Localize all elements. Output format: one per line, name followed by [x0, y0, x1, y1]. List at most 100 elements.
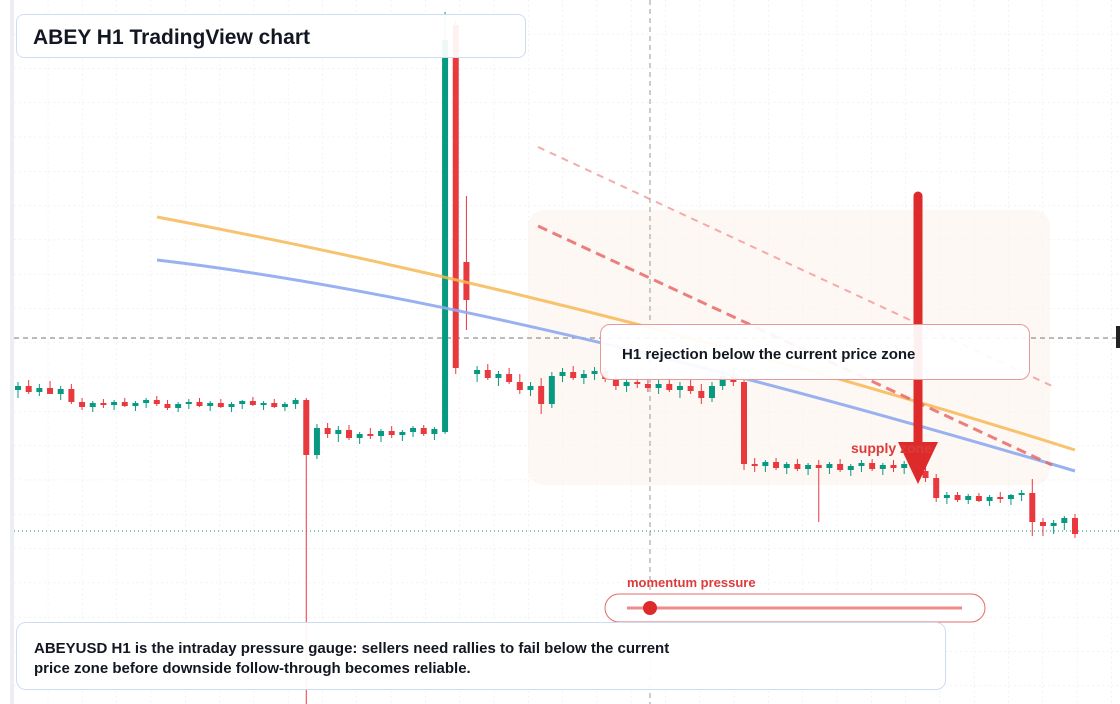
candle-body [217, 403, 224, 407]
candle-body [516, 382, 523, 390]
candle-body [1007, 495, 1014, 499]
candle-body [815, 465, 822, 468]
candle-body [185, 402, 192, 404]
candle-body [132, 403, 139, 406]
candle-body [260, 403, 267, 405]
candle-body [271, 403, 278, 407]
candle-body [57, 389, 64, 394]
candle-body [826, 464, 833, 468]
moving-average-fast [156, 258, 1076, 473]
candle-body [367, 434, 374, 436]
candle-body [281, 404, 288, 407]
candle-body [1072, 518, 1078, 534]
candle-body [164, 404, 171, 408]
candle-body [388, 431, 395, 435]
candle-body [175, 404, 182, 408]
trend-line-lower [537, 224, 1053, 467]
candle-body [805, 465, 812, 469]
candle-body [975, 496, 982, 501]
candle-body [25, 386, 32, 392]
candle-body [239, 401, 246, 404]
candle-body [431, 429, 438, 434]
candle-body [442, 40, 449, 432]
candle-body [506, 374, 513, 382]
candle-body [335, 430, 342, 434]
candle-body [1029, 493, 1036, 522]
candle-body [869, 463, 876, 469]
candle-body [612, 379, 619, 386]
candle-body [708, 386, 715, 398]
candle-body [676, 386, 683, 390]
candle-body [837, 464, 844, 470]
annotation: H1 rejection below the current price zon… [622, 346, 916, 363]
caption: ABEYUSD H1 is the intraday pressure gaug… [34, 640, 670, 677]
moving-average-slow [156, 215, 1076, 452]
gauge-label: momentum pressure [627, 575, 756, 590]
candle-body [68, 389, 75, 402]
price-marker [1116, 326, 1120, 348]
candle-body [580, 374, 587, 378]
candle-body [762, 462, 769, 466]
candle-body [933, 478, 940, 498]
candles [15, 12, 1078, 704]
down-arrow-head [898, 442, 938, 484]
candle-body [954, 495, 961, 500]
candle-body [420, 428, 427, 434]
candle-body [879, 465, 886, 469]
candle-body [644, 384, 651, 388]
candle-body [698, 391, 705, 398]
candle-body [1039, 522, 1046, 526]
candle-body [751, 464, 758, 466]
candle-body [719, 376, 726, 386]
candle-body [591, 371, 598, 374]
candle-body [303, 400, 310, 455]
left-edge [10, 0, 14, 704]
candle-body [292, 400, 299, 404]
title-box: ABEY H1 TradingView chart [16, 14, 526, 58]
annotation-box: H1 rejection below the current price zon… [600, 324, 1030, 380]
zone-label: supply zone [851, 440, 932, 456]
candle-body [794, 464, 801, 469]
candle-body [527, 386, 534, 390]
candle-body [207, 403, 214, 406]
candle-body [858, 463, 865, 466]
candle-body [623, 382, 630, 386]
candle-body [378, 431, 385, 436]
candle-body [89, 403, 96, 407]
candle-body [1061, 518, 1068, 523]
candle-body [36, 388, 43, 392]
candle-body [100, 403, 107, 405]
candle-body [773, 462, 780, 468]
candle-body [986, 497, 993, 501]
candle-body [559, 372, 566, 376]
candle-body [111, 402, 118, 405]
candle-body [410, 428, 417, 432]
candle-body [47, 388, 54, 394]
candle-body [997, 497, 1004, 499]
candle-body [890, 465, 897, 468]
candle-body [15, 386, 21, 390]
title: ABEY H1 TradingView chart [33, 26, 310, 49]
candle-body [474, 370, 481, 374]
candle-body [783, 464, 790, 468]
candle-body [1050, 523, 1057, 526]
candle-body [356, 434, 363, 438]
candle-body [143, 400, 150, 403]
candle-body [249, 401, 256, 405]
candle-body [666, 384, 673, 390]
candle-body [153, 400, 160, 404]
candle-body [548, 376, 555, 404]
candle-body [399, 432, 406, 435]
candle-body [495, 374, 502, 378]
candle-body [1018, 493, 1025, 495]
candle-body [313, 428, 320, 455]
candle-body [655, 384, 662, 388]
candle-body [922, 471, 929, 478]
candle-body [741, 382, 748, 464]
candle-body [79, 402, 86, 407]
candle-body [324, 428, 331, 434]
candle-body [196, 402, 203, 406]
candle-body [484, 370, 491, 378]
candle-body [452, 25, 459, 368]
